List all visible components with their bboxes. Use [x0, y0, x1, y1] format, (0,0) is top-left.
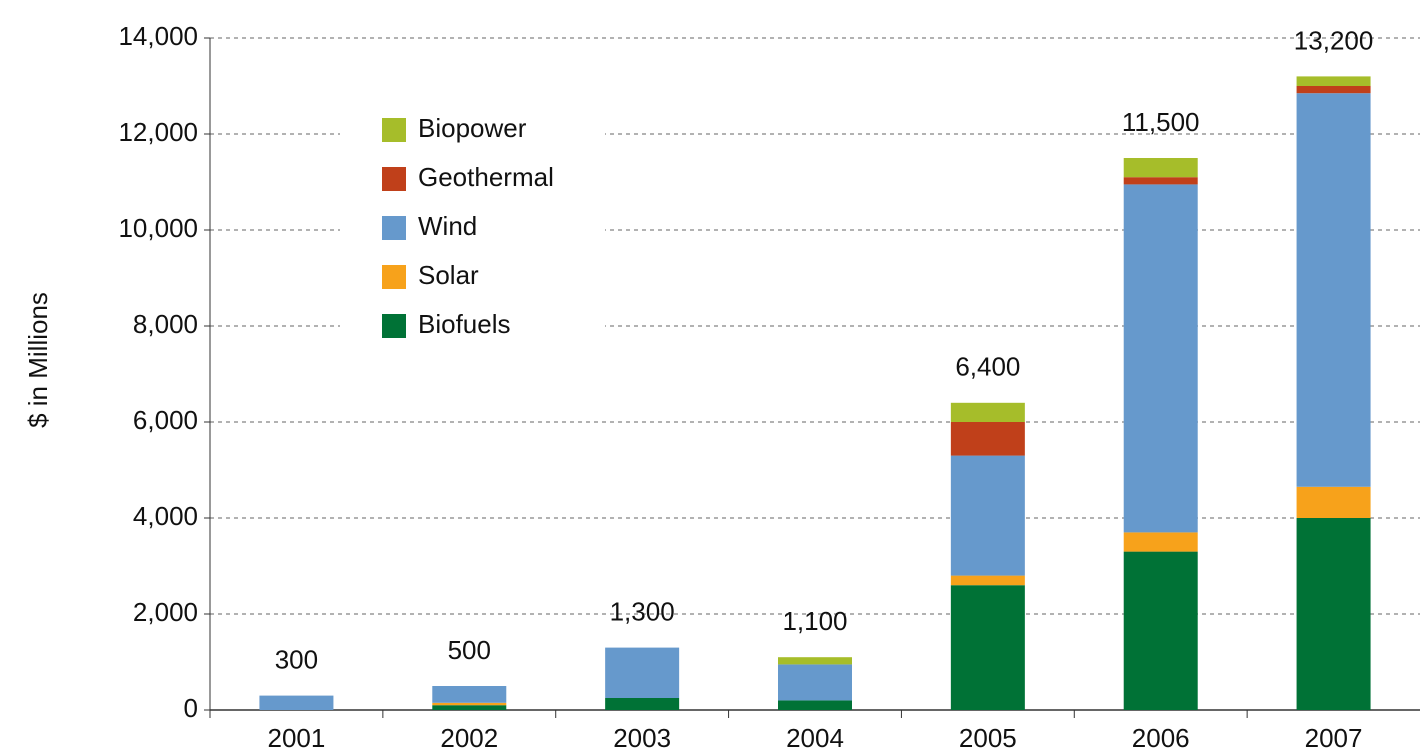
bar-segment — [1296, 518, 1371, 710]
total-label: 300 — [275, 644, 318, 674]
legend-swatch — [382, 167, 406, 191]
x-tick-label: 2004 — [786, 723, 844, 753]
bar-segment — [950, 402, 1025, 422]
y-tick-label: 4,000 — [133, 501, 198, 531]
bar-segment — [1123, 551, 1198, 710]
bar-segment — [605, 698, 680, 710]
total-label: 1,300 — [610, 596, 675, 626]
x-tick-label: 2007 — [1305, 723, 1363, 753]
total-label: 6,400 — [955, 352, 1020, 382]
bar-segment — [1123, 184, 1198, 533]
bar-segment — [950, 585, 1025, 710]
total-label: 13,200 — [1294, 25, 1374, 55]
legend-swatch — [382, 216, 406, 240]
bar-segment — [778, 664, 852, 701]
bar-segment — [1296, 86, 1371, 94]
bar-segment — [950, 575, 1025, 586]
y-tick-label: 0 — [184, 693, 198, 723]
bar-segment — [950, 422, 1025, 456]
legend-label: Biofuels — [418, 309, 511, 339]
bar-segment — [1296, 486, 1371, 518]
x-tick-label: 2003 — [613, 723, 671, 753]
y-tick-label: 12,000 — [118, 117, 198, 147]
y-tick-label: 8,000 — [133, 309, 198, 339]
legend-label: Biopower — [418, 113, 527, 143]
legend-swatch — [382, 118, 406, 142]
y-tick-label: 14,000 — [118, 21, 198, 51]
x-tick-label: 2006 — [1132, 723, 1190, 753]
x-tick-label: 2005 — [959, 723, 1017, 753]
bar-segment — [1123, 158, 1198, 178]
legend-swatch — [382, 314, 406, 338]
legend-label: Solar — [418, 260, 479, 290]
bar-segment — [432, 686, 507, 703]
bar-segment — [605, 647, 680, 698]
bar-segment — [432, 705, 507, 710]
bar-segment — [1123, 177, 1198, 185]
bar-segment — [1296, 76, 1371, 86]
y-tick-label: 2,000 — [133, 597, 198, 627]
bar-segment — [950, 455, 1025, 576]
bar-segment — [259, 695, 334, 710]
bar-segment — [1296, 93, 1371, 487]
legend-swatch — [382, 265, 406, 289]
bar-segment — [432, 702, 507, 706]
total-label: 500 — [448, 635, 491, 665]
bar-segment — [778, 700, 852, 710]
bar-segment — [778, 657, 852, 665]
y-axis-label: $ in Millions — [23, 292, 53, 428]
legend-label: Geothermal — [418, 162, 554, 192]
legend-label: Wind — [418, 211, 477, 241]
bar-segment — [1123, 532, 1198, 552]
y-tick-label: 6,000 — [133, 405, 198, 435]
x-tick-label: 2002 — [440, 723, 498, 753]
total-label: 11,500 — [1122, 107, 1200, 137]
total-label: 1,100 — [782, 606, 847, 636]
y-tick-label: 10,000 — [118, 213, 198, 243]
x-tick-label: 2001 — [268, 723, 326, 753]
